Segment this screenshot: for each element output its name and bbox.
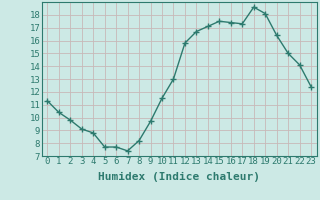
X-axis label: Humidex (Indice chaleur): Humidex (Indice chaleur) <box>98 172 260 182</box>
